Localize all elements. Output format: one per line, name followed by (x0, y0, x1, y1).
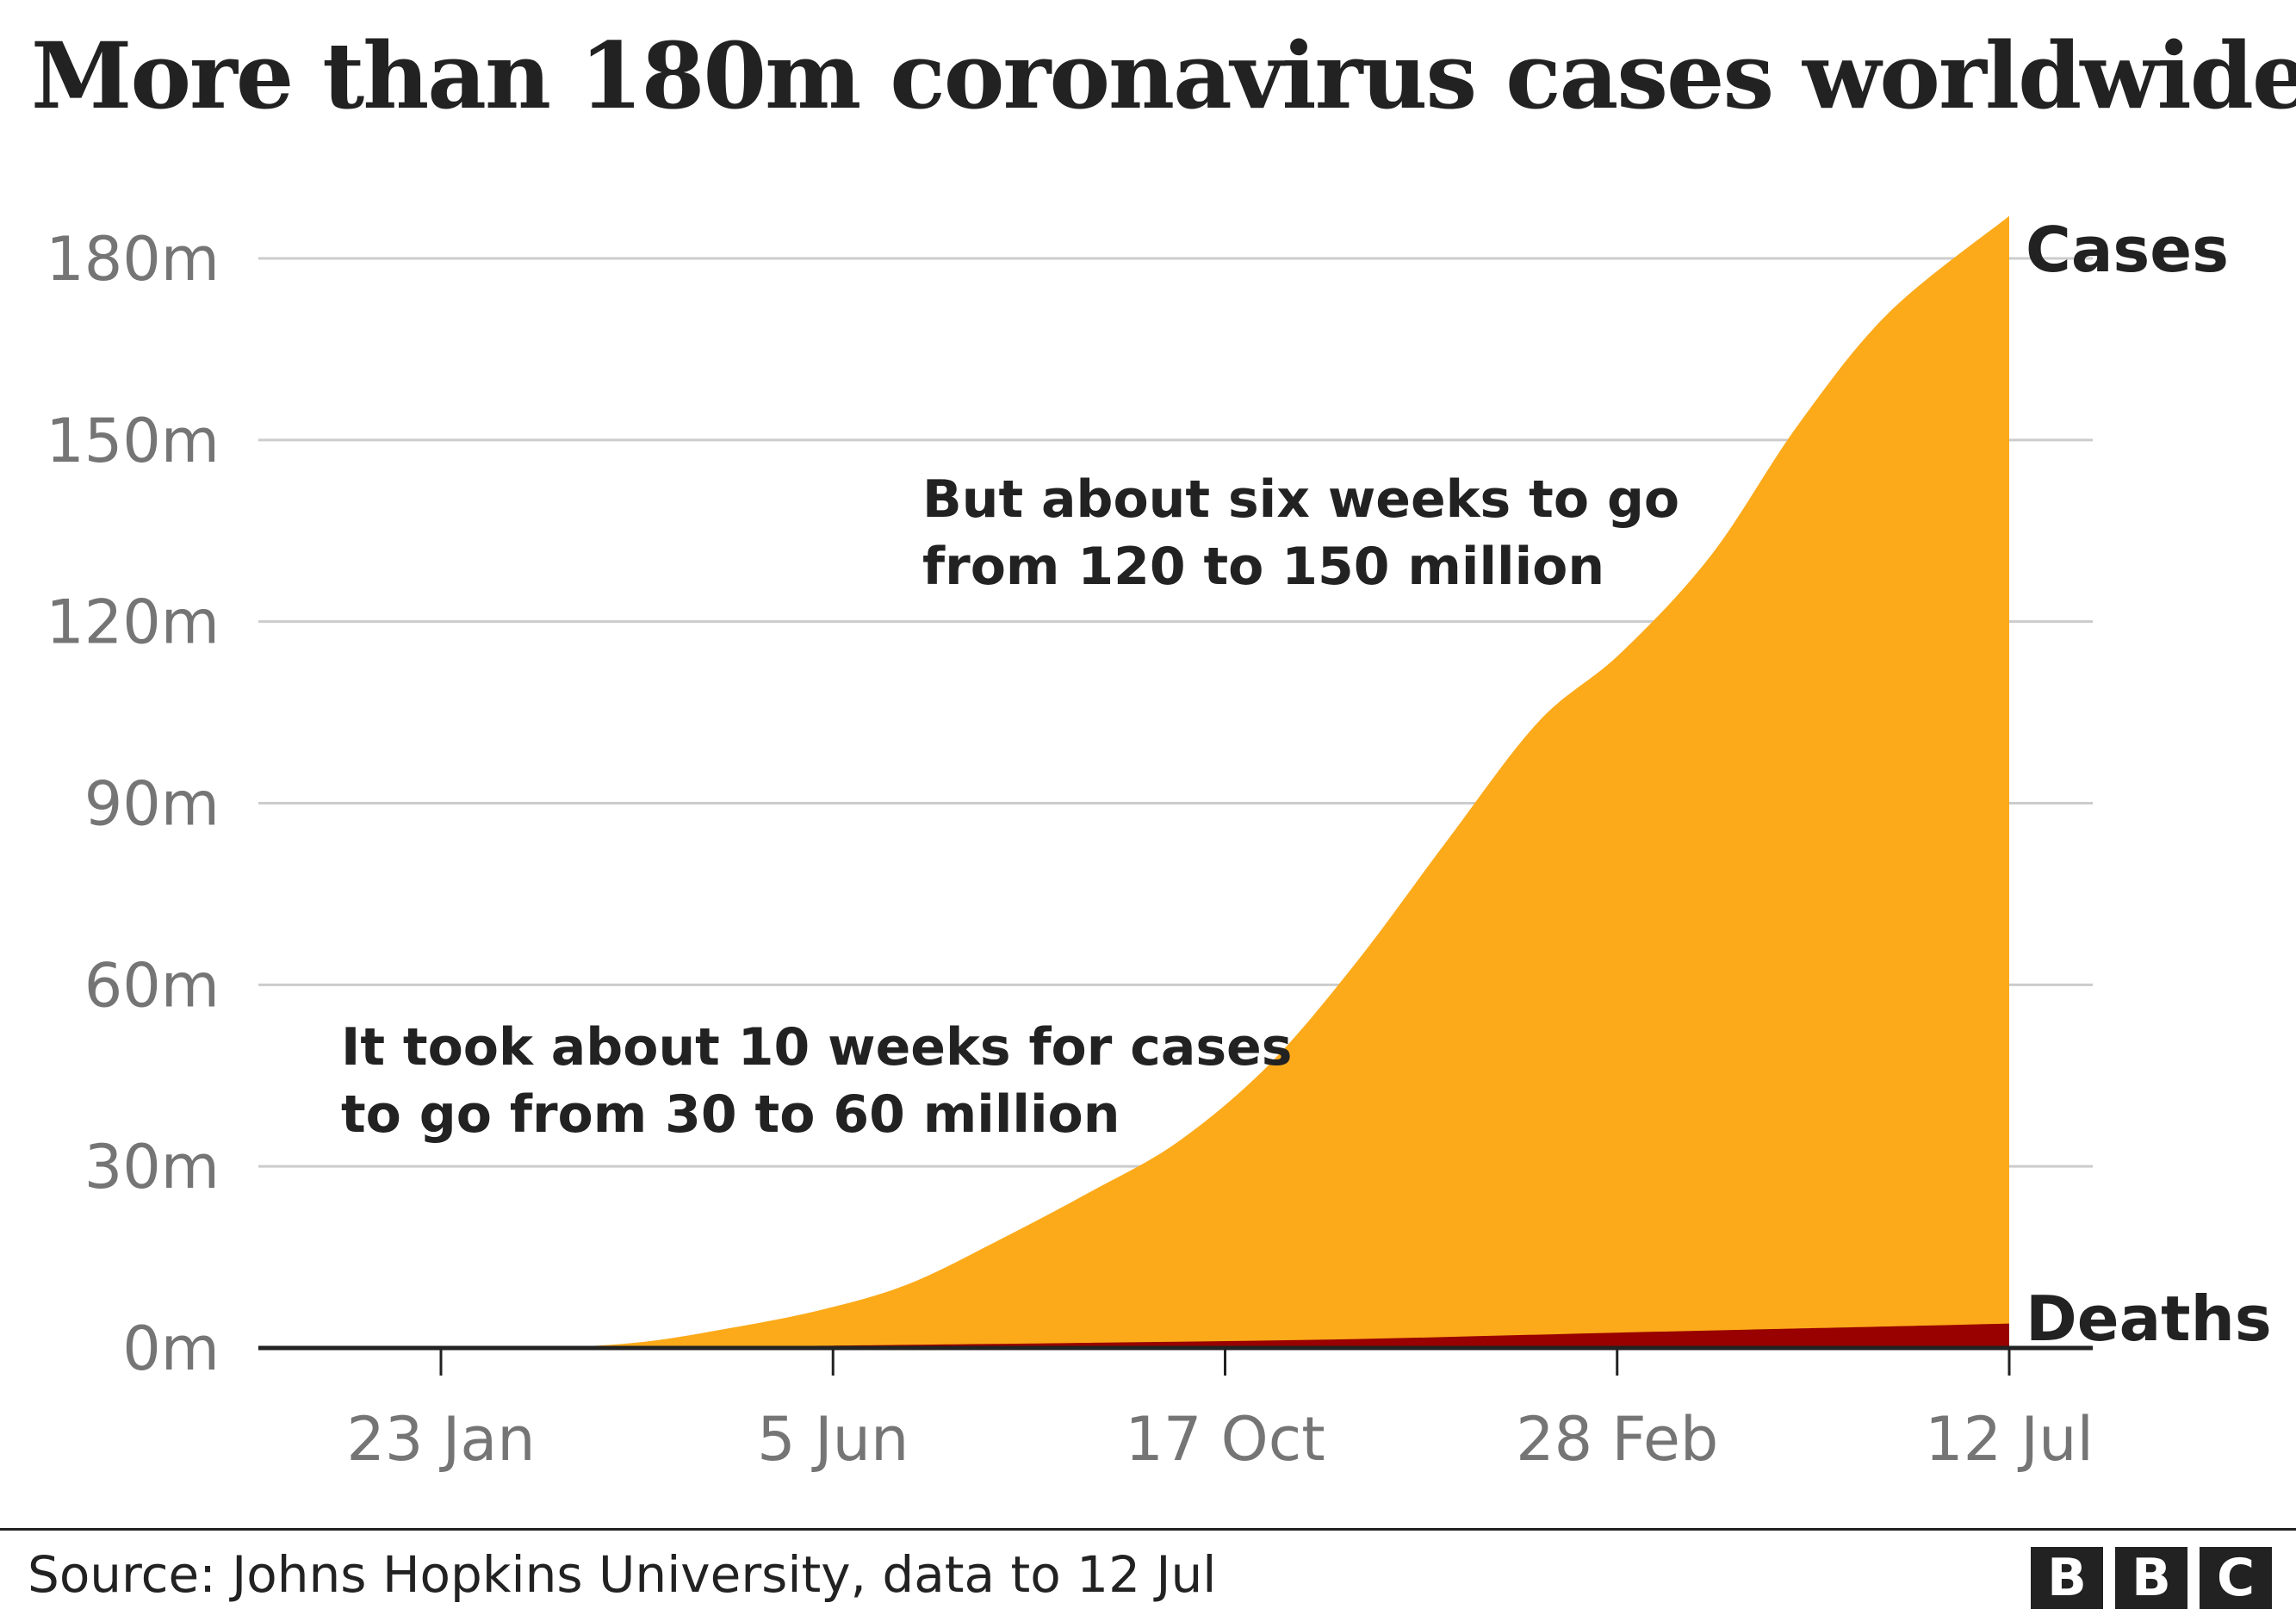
y-tick-label: 60m (84, 950, 220, 1021)
x-tick-label: 23 Jan (346, 1404, 535, 1475)
y-tick-label: 30m (84, 1132, 220, 1202)
annotation-text: It took about 10 weeks for cases to go fr… (341, 1017, 1292, 1145)
footer-divider (0, 1528, 2296, 1531)
x-tick-label: 28 Feb (1516, 1404, 1718, 1475)
plot-areas (437, 215, 2010, 1349)
bbc-logo: B B C (2031, 1547, 2272, 1609)
annotation-line: But about six weeks to go (922, 469, 1679, 530)
series-label-deaths: Deaths (2026, 1283, 2272, 1355)
y-tick-label: 150m (46, 406, 220, 476)
series-label-cases: Cases (2026, 214, 2229, 286)
annotation-text: But about six weeks to go from 120 to 150… (922, 469, 1679, 597)
grid-lines (258, 257, 2093, 1168)
y-tick-label: 120m (46, 587, 220, 658)
y-tick-label: 180m (46, 224, 220, 295)
annotation-line: to go from 30 to 60 million (341, 1084, 1120, 1145)
chart-svg: 0m 30m 60m 90m 120m 150m 180m 23 Jan 5 Jun 17 Oc… (46, 214, 2272, 1475)
cases-area (437, 215, 2010, 1349)
annotation-line: It took about 10 weeks for cases (341, 1017, 1292, 1078)
annotations: But about six weeks to go from 120 to 150… (341, 469, 1679, 1145)
logo-letter: B (2031, 1547, 2103, 1609)
chart-title: More than 180m coronavirus cases worldwi… (31, 22, 2296, 129)
x-tick-label: 12 Jul (1925, 1404, 2094, 1475)
logo-letter: C (2200, 1547, 2272, 1609)
deaths-area (437, 1323, 2010, 1348)
y-tick-label: 90m (84, 769, 220, 840)
y-axis-ticks: 0m 30m 60m 90m 120m 150m 180m (46, 224, 220, 1384)
y-tick-label: 0m (122, 1314, 220, 1384)
x-tick-label: 5 Jun (757, 1404, 909, 1475)
logo-letter: B (2115, 1547, 2187, 1609)
series-labels: Cases Deaths (2026, 214, 2272, 1355)
source-note: Source: Johns Hopkins University, data t… (28, 1545, 1217, 1604)
annotation-line: from 120 to 150 million (922, 537, 1604, 597)
x-tick-label: 17 Oct (1125, 1404, 1325, 1475)
x-axis: 23 Jan 5 Jun 17 Oct 28 Feb 12 Jul (258, 1345, 2094, 1475)
